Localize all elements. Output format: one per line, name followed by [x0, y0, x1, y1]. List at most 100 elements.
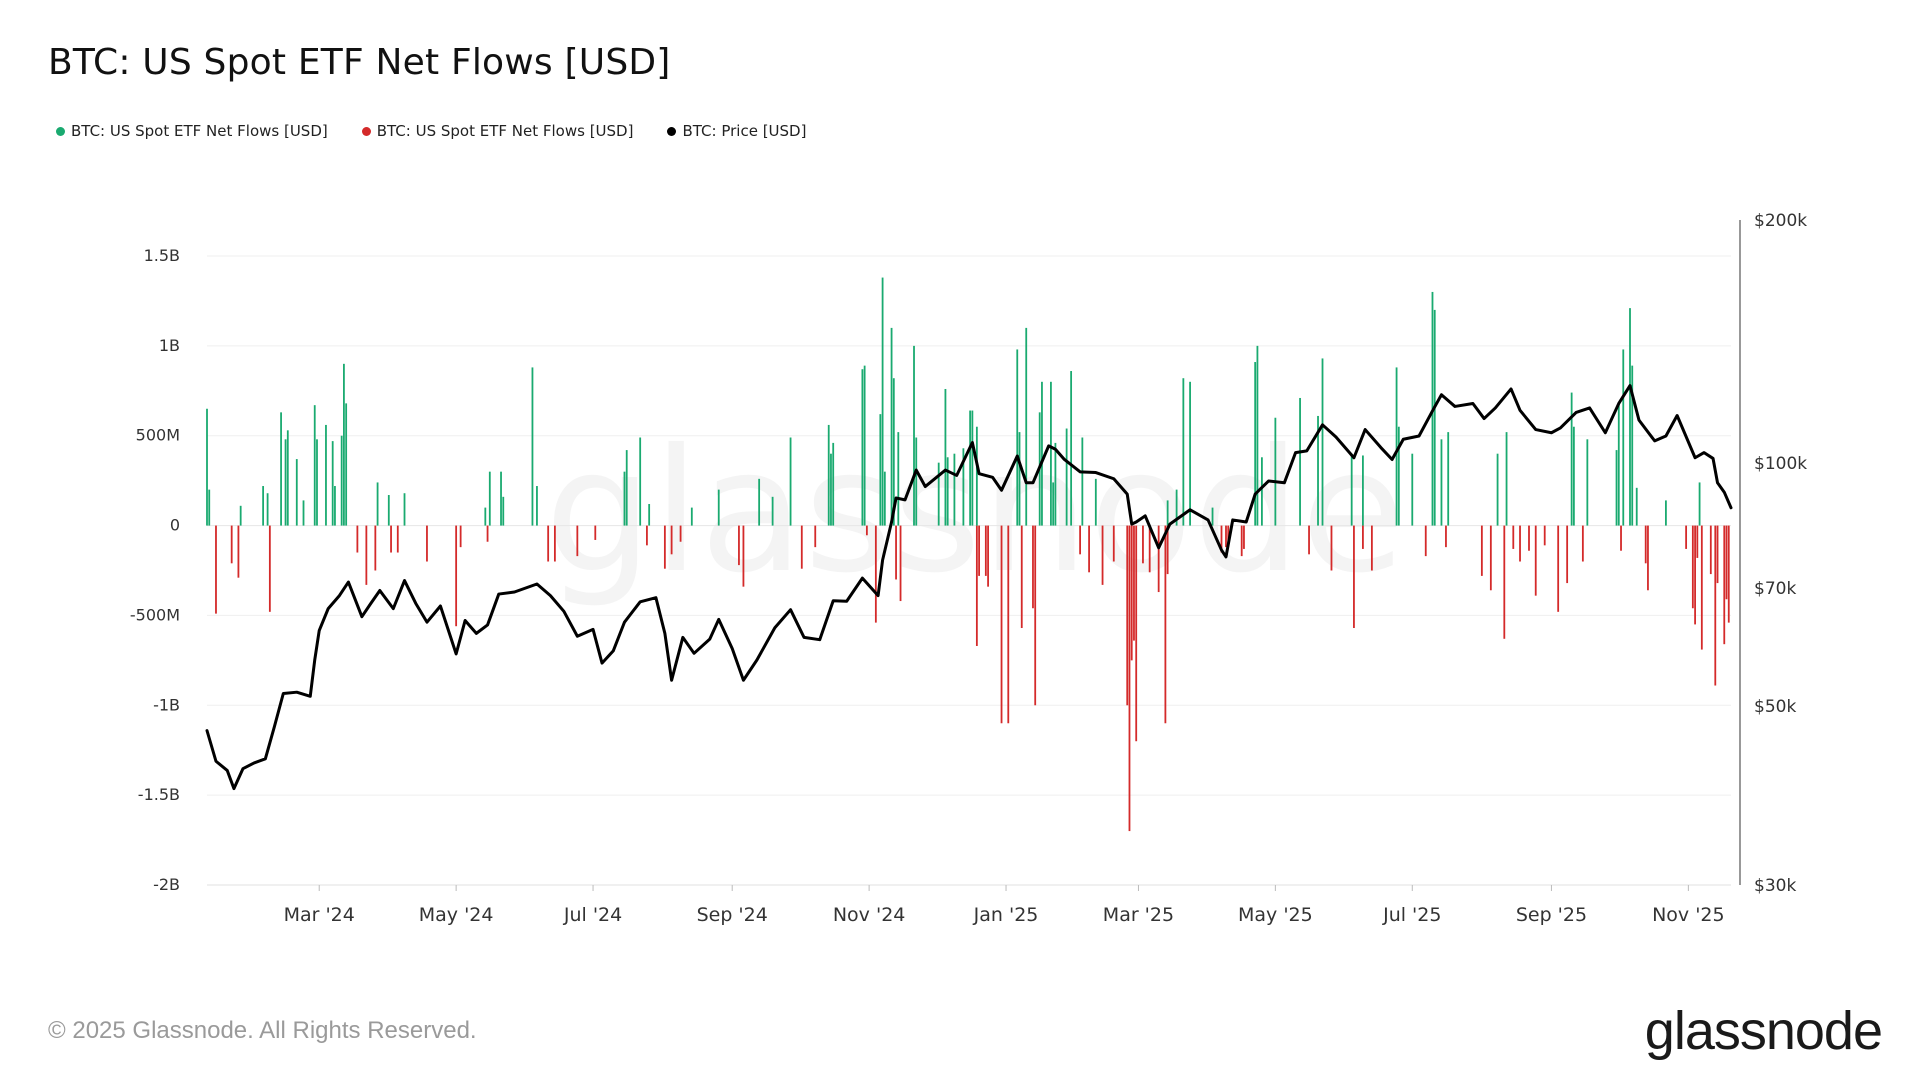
- inflow-bar: [488, 471, 491, 526]
- inflow-bar: [1211, 507, 1214, 526]
- legend-dot-inflows-icon: [56, 126, 65, 136]
- inflow-bar: [1433, 309, 1436, 526]
- inflow-bar: [883, 471, 886, 526]
- x-tick-label: Nov '24: [833, 904, 906, 926]
- outflow-bar: [1714, 525, 1717, 686]
- inflow-bar: [975, 426, 978, 526]
- inflow-bar: [1622, 349, 1625, 526]
- inflow-bar: [1025, 327, 1028, 526]
- y-right-tick-label: $70k: [1754, 579, 1796, 599]
- legend-label-outflows: BTC: US Spot ETF Net Flows [USD]: [376, 122, 634, 140]
- inflow-bar: [1321, 358, 1324, 526]
- inflow-bar: [1182, 378, 1185, 526]
- x-tick-label: Mar '24: [284, 904, 355, 926]
- glassnode-logo[interactable]: glassnode: [1644, 1001, 1883, 1061]
- inflow-bar: [1447, 432, 1450, 526]
- inflow-bar: [284, 439, 287, 526]
- inflow-bar: [1615, 450, 1618, 526]
- inflow-bar: [915, 437, 918, 526]
- legend-dot-outflows-icon: [361, 126, 371, 136]
- inflow-bar: [1397, 426, 1400, 526]
- legend-item-inflows[interactable]: BTC: US Spot ETF Net Flows [USD]: [56, 122, 328, 140]
- outflow-bar: [1512, 525, 1515, 549]
- inflow-bar: [1016, 349, 1019, 526]
- outflow-bar: [1528, 525, 1530, 551]
- inflow-bar: [639, 437, 642, 526]
- inflow-bar: [286, 430, 289, 526]
- inflow-bar: [1586, 439, 1589, 526]
- outflow-bar: [1480, 525, 1483, 576]
- chart-legend: BTC: US Spot ETF Net Flows [USD] BTC: US…: [56, 122, 806, 140]
- outflow-bar: [1330, 525, 1333, 571]
- inflow-bar: [1081, 437, 1084, 526]
- inflow-bar: [1070, 371, 1073, 526]
- outflow-bar: [1088, 525, 1090, 573]
- outflow-bar: [237, 525, 240, 578]
- inflow-bar: [625, 450, 628, 526]
- inflow-bar: [1631, 365, 1634, 526]
- inflow-bar: [1175, 489, 1178, 526]
- inflow-bar: [325, 424, 327, 526]
- outflow-bar: [679, 525, 682, 542]
- y-right-tick-label: $100k: [1754, 454, 1807, 474]
- x-tick-label: May '24: [419, 904, 494, 926]
- outflow-bar: [553, 525, 556, 562]
- legend-item-price[interactable]: BTC: Price [USD]: [667, 122, 806, 140]
- y-left-tick-label: 500M: [136, 426, 180, 445]
- outflow-bar: [1709, 525, 1712, 575]
- inflow-bar: [1274, 417, 1277, 526]
- inflow-bar: [897, 432, 900, 526]
- inflow-bar: [832, 442, 835, 526]
- outflow-bar: [874, 525, 877, 623]
- outflow-bar: [1694, 525, 1696, 625]
- inflow-bar: [295, 459, 298, 526]
- inflow-bar: [863, 365, 866, 526]
- outflow-bar: [396, 525, 399, 553]
- inflow-bar: [1065, 428, 1068, 526]
- inflow-bar: [1094, 478, 1097, 526]
- inflow-bar: [879, 414, 882, 526]
- outflow-bar: [895, 525, 897, 580]
- outflow-bar: [978, 525, 980, 576]
- outflow-bar: [1148, 525, 1151, 573]
- outflow-bar: [455, 525, 458, 627]
- inflow-bar: [340, 435, 343, 526]
- inflow-bar: [830, 453, 832, 526]
- outflow-bar: [1166, 525, 1169, 575]
- outflow-bar: [1130, 525, 1133, 661]
- inflow-bar: [1572, 426, 1575, 526]
- inflow-bar: [208, 489, 211, 526]
- inflow-bar: [1050, 381, 1052, 526]
- inflow-bar: [623, 471, 626, 526]
- copyright-text: © 2025 Glassnode. All Rights Reserved.: [48, 1017, 477, 1044]
- inflow-bar: [937, 462, 940, 526]
- outflow-bar: [1696, 525, 1699, 558]
- inflow-bar: [1570, 392, 1573, 526]
- inflow-bar: [1166, 500, 1169, 526]
- inflow-bar: [1629, 308, 1631, 526]
- inflow-bar: [1018, 432, 1021, 526]
- outflow-bar: [1566, 525, 1569, 584]
- x-tick-label: Jul '24: [563, 904, 622, 926]
- inflow-bar: [1395, 367, 1398, 526]
- chart-title: BTC: US Spot ETF Net Flows [USD]: [48, 42, 671, 83]
- outflow-bar: [1727, 525, 1730, 623]
- x-tick-label: Sep '25: [1516, 904, 1587, 926]
- outflow-bar: [1079, 525, 1081, 555]
- outflow-bar: [670, 525, 673, 555]
- legend-item-outflows[interactable]: BTC: US Spot ETF Net Flows [USD]: [361, 122, 634, 140]
- inflow-bar: [345, 403, 348, 526]
- inflow-bar: [484, 507, 487, 526]
- outflow-bar: [1101, 525, 1104, 585]
- inflow-bar: [1254, 362, 1257, 526]
- outflow-bar: [1220, 525, 1223, 553]
- outflow-bar: [1557, 525, 1560, 612]
- outflow-bar: [984, 525, 987, 576]
- outflow-bar: [365, 525, 368, 585]
- inflow-bar: [536, 486, 538, 526]
- inflow-bar: [953, 453, 956, 526]
- y-right-tick-label: $30k: [1754, 876, 1796, 896]
- inflow-bar: [771, 496, 774, 526]
- inflow-bar: [648, 504, 651, 526]
- outflow-bar: [1647, 525, 1649, 591]
